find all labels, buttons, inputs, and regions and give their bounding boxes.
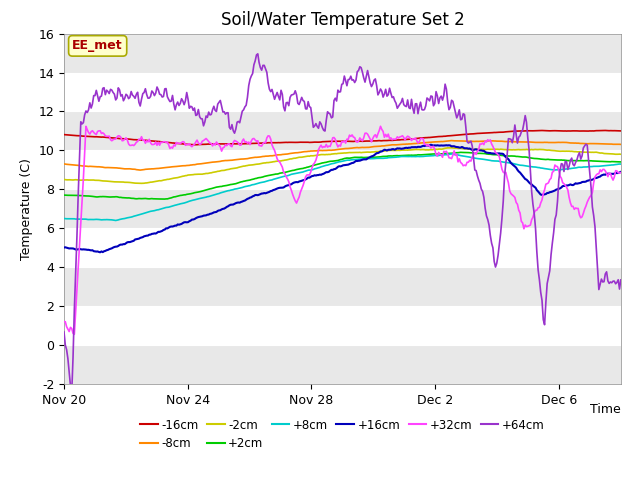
Legend: -16cm, -8cm, -2cm, +2cm, +8cm, +16cm, +32cm, +64cm: -16cm, -8cm, -2cm, +2cm, +8cm, +16cm, +3… <box>136 414 549 455</box>
Text: EE_met: EE_met <box>72 39 123 52</box>
Y-axis label: Temperature (C): Temperature (C) <box>20 158 33 260</box>
Text: Time: Time <box>590 403 621 416</box>
Bar <box>64 345 621 384</box>
Bar <box>64 150 621 189</box>
Bar <box>64 228 621 267</box>
Title: Soil/Water Temperature Set 2: Soil/Water Temperature Set 2 <box>221 11 464 29</box>
Bar <box>64 267 621 306</box>
Bar <box>64 189 621 228</box>
Bar <box>64 306 621 345</box>
Bar <box>64 111 621 150</box>
Bar <box>64 34 621 72</box>
Bar <box>64 72 621 111</box>
